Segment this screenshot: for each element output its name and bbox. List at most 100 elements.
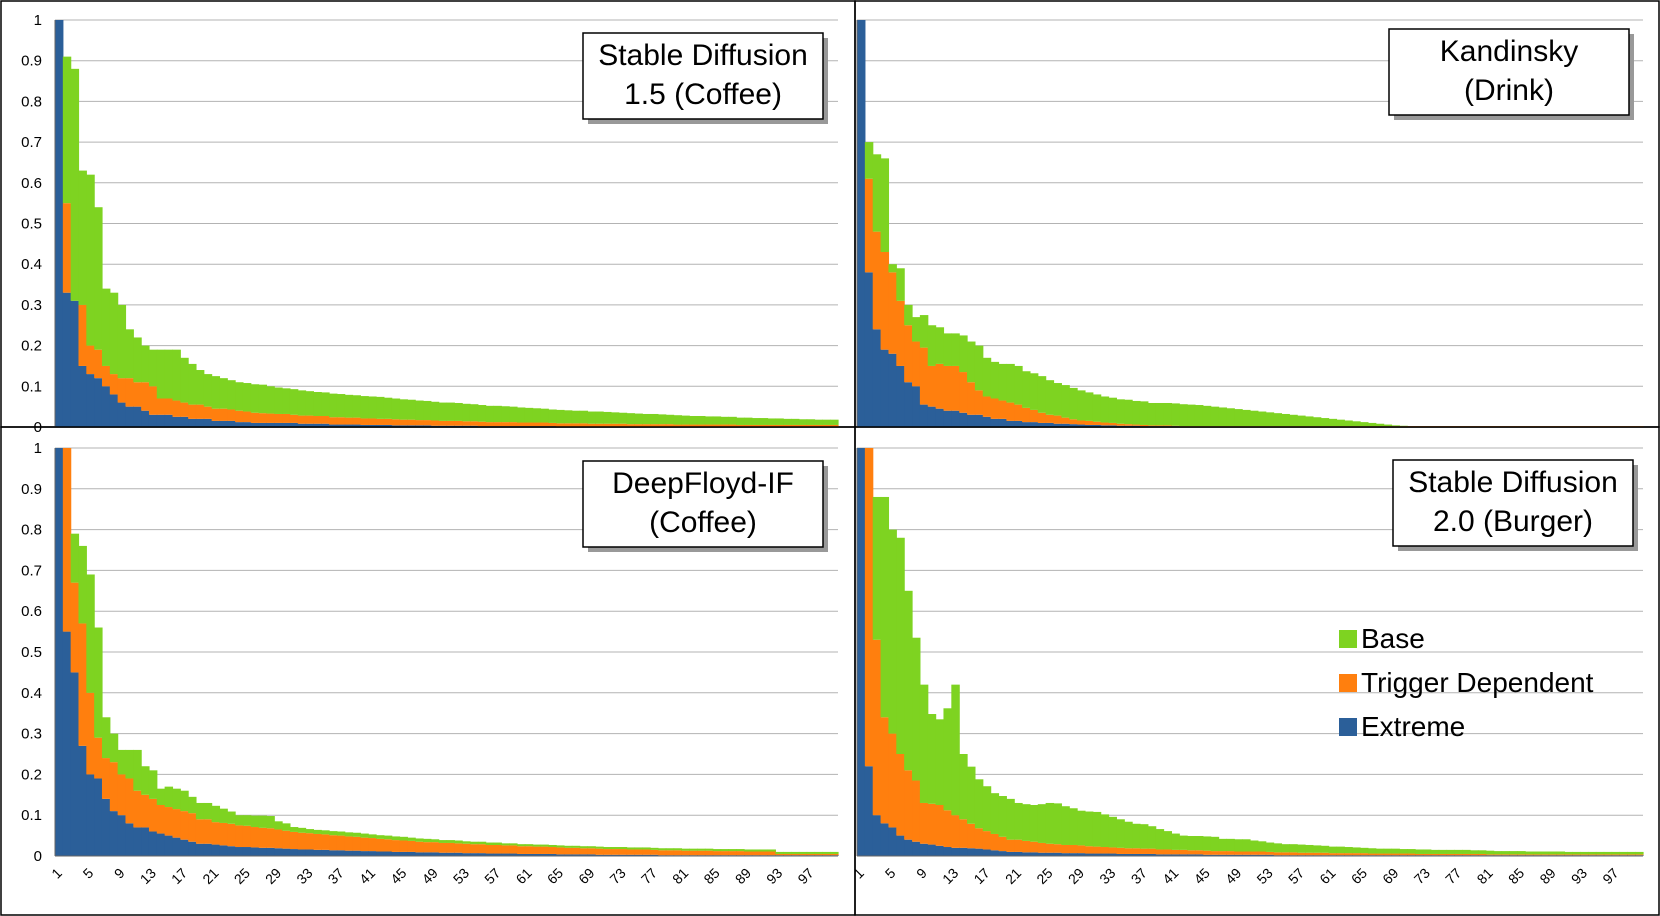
bar-extreme — [1022, 422, 1031, 427]
bar-trigger-dependent — [1179, 849, 1188, 855]
bar-trigger-dependent — [516, 846, 526, 854]
bar-extreme — [1006, 851, 1015, 856]
bar-base — [430, 839, 440, 843]
bar-base — [1108, 397, 1117, 423]
bar-trigger-dependent — [1194, 850, 1204, 855]
bar-trigger-dependent — [78, 623, 87, 746]
bar-trigger-dependent — [814, 853, 823, 856]
bar-trigger-dependent — [430, 842, 440, 853]
bar-trigger-dependent — [673, 850, 682, 856]
bar-base — [180, 790, 189, 812]
bar-trigger-dependent — [1407, 853, 1416, 856]
bar-extreme — [982, 849, 992, 856]
bar-trigger-dependent — [1415, 853, 1424, 856]
bar-base — [1265, 842, 1275, 852]
x-tick-labels: 1 5 9 13 17 21 25 29 33 37 41 45 49 53 57 61 65 69 73 77 81 8… — [850, 865, 1622, 887]
bar-base — [1415, 849, 1424, 854]
bar-trigger-dependent — [250, 827, 260, 848]
bar-base — [791, 418, 800, 425]
bar-trigger-dependent — [524, 846, 534, 854]
bar-trigger-dependent — [704, 850, 714, 856]
bar-base — [798, 419, 808, 425]
bar-base — [156, 349, 166, 399]
x-tick-label: 29 — [262, 865, 284, 887]
bars — [55, 20, 839, 427]
bar-trigger-dependent — [1422, 853, 1432, 856]
bar-base — [1344, 420, 1353, 427]
bar-trigger-dependent — [258, 827, 268, 848]
bar-base — [927, 714, 937, 804]
bar-base — [751, 849, 761, 852]
bar-trigger-dependent — [94, 737, 103, 779]
bar-trigger-dependent — [117, 378, 127, 403]
bar-base — [540, 844, 549, 847]
bar-base — [70, 533, 80, 583]
axes — [54, 448, 838, 857]
bar-trigger-dependent — [673, 424, 682, 427]
bar-trigger-dependent — [524, 422, 534, 427]
bar-base — [485, 842, 495, 845]
bar-base — [1226, 838, 1235, 852]
bar-extreme — [1037, 422, 1047, 427]
bar-trigger-dependent — [141, 382, 150, 411]
bar-base — [1139, 401, 1149, 425]
bar-base — [446, 402, 455, 421]
bar-trigger-dependent — [109, 762, 119, 812]
bar-base — [117, 749, 127, 775]
bar-base — [767, 849, 776, 852]
bar-trigger-dependent — [195, 404, 205, 419]
bar-extreme — [634, 854, 643, 856]
bar-base — [556, 409, 565, 424]
bar-trigger-dependent — [759, 424, 769, 427]
bar-base — [1155, 829, 1165, 850]
bar-base — [509, 406, 518, 423]
bar-extreme — [70, 300, 80, 427]
bar-trigger-dependent — [1375, 853, 1385, 856]
bar-base — [830, 851, 839, 854]
bar-trigger-dependent — [438, 842, 448, 853]
bar-trigger-dependent — [712, 424, 722, 427]
bar-trigger-dependent — [603, 849, 612, 855]
bar-base — [1399, 849, 1408, 854]
bar-extreme — [383, 424, 393, 427]
bar-base — [532, 408, 542, 423]
bar-extreme — [1187, 854, 1196, 856]
bar-trigger-dependent — [1163, 425, 1172, 427]
bar-trigger-dependent — [872, 639, 882, 816]
bar-extreme — [329, 850, 338, 856]
bar-extreme — [258, 422, 268, 427]
bar-base — [872, 154, 882, 232]
bars — [55, 448, 839, 856]
title-box: Stable Diffusion 1.5 (Coffee) — [582, 32, 828, 124]
bar-trigger-dependent — [736, 424, 745, 427]
bar-base — [94, 207, 103, 350]
bar-base — [904, 304, 913, 326]
bar-base — [935, 327, 945, 364]
bar-trigger-dependent — [485, 422, 495, 427]
bar-base — [1265, 412, 1275, 427]
bar-trigger-dependent — [109, 374, 119, 395]
bar-trigger-dependent — [822, 853, 831, 856]
bar-base — [1022, 371, 1031, 408]
bar-extreme — [86, 774, 95, 856]
bar-base — [195, 370, 205, 405]
bar-trigger-dependent — [626, 424, 636, 427]
bar-extreme — [391, 851, 401, 856]
bar-extreme — [415, 425, 424, 427]
bar-extreme — [1029, 422, 1039, 427]
bar-base — [1367, 848, 1377, 854]
bar-trigger-dependent — [399, 419, 408, 426]
bar-extreme — [70, 672, 80, 856]
bar-base — [399, 836, 408, 841]
bar-extreme — [1139, 853, 1149, 856]
bar-base — [219, 378, 228, 409]
bar-base — [1155, 402, 1165, 426]
bar-trigger-dependent — [751, 424, 761, 427]
bar-trigger-dependent — [376, 838, 385, 852]
bar-extreme — [990, 418, 1000, 427]
bar-base — [180, 357, 189, 403]
bar-trigger-dependent — [1234, 851, 1243, 855]
bar-trigger-dependent — [1352, 853, 1361, 856]
bar-trigger-dependent — [904, 325, 913, 383]
bar-trigger-dependent — [935, 363, 945, 409]
